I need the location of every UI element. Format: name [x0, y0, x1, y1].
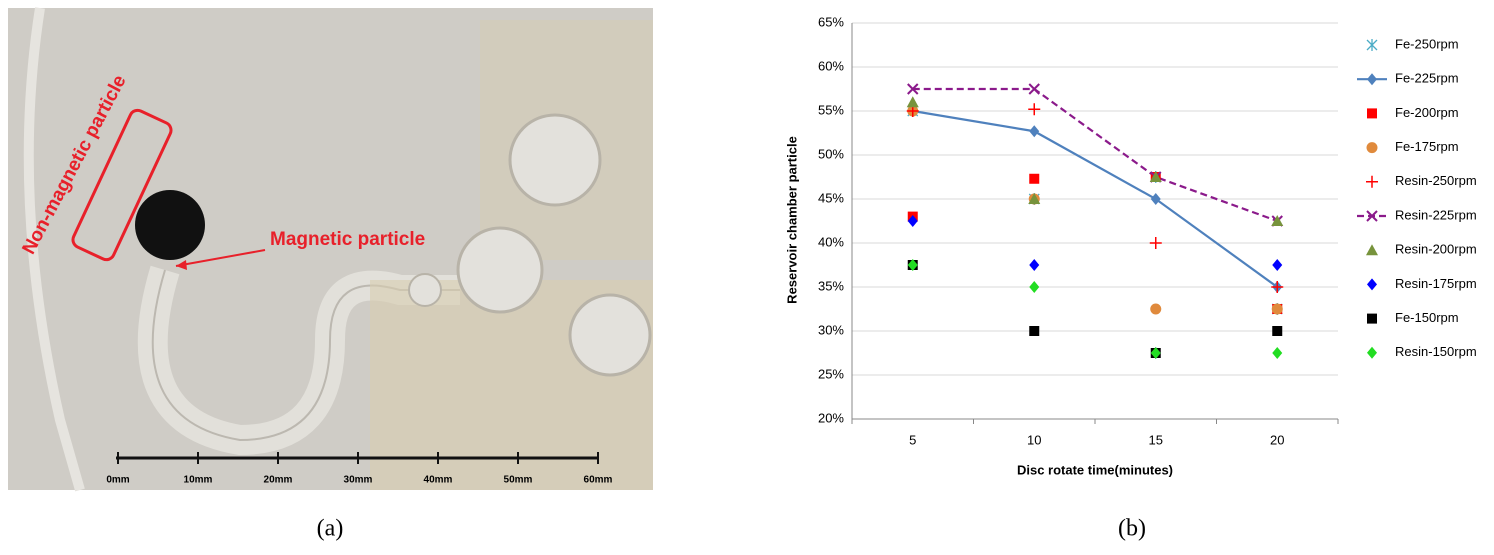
legend-marker — [1367, 73, 1377, 86]
legend-marker — [1366, 244, 1378, 256]
data-point — [1029, 259, 1040, 271]
legend-marker — [1366, 210, 1378, 222]
y-tick-label: 60% — [818, 58, 844, 73]
scale-label: 10mm — [184, 475, 213, 486]
arrow-head — [176, 260, 187, 270]
legend-label: Fe-175rpm — [1395, 139, 1459, 154]
chamber — [456, 226, 544, 314]
legend-label: Fe-250rpm — [1395, 36, 1459, 51]
legend-label: Fe-200rpm — [1395, 105, 1459, 120]
legend-label: Resin-150rpm — [1395, 344, 1477, 359]
data-point — [907, 215, 918, 227]
data-point — [1149, 171, 1162, 182]
data-point — [1149, 237, 1162, 249]
y-axis-title: Reservoir chamber particle — [784, 136, 799, 304]
legend-label: Fe-225rpm — [1395, 71, 1459, 86]
y-tick-label: 20% — [818, 410, 844, 425]
legend-label: Fe-150rpm — [1395, 310, 1459, 325]
panel-label: (b) — [1118, 516, 1146, 542]
legend-label: Resin-175rpm — [1395, 276, 1477, 291]
legend-marker — [1367, 278, 1377, 291]
channel-edge — [151, 269, 460, 442]
panel-label: (a) — [317, 516, 344, 542]
data-point — [1150, 193, 1161, 205]
scale-label: 30mm — [344, 475, 373, 486]
chamber — [508, 113, 602, 207]
legend-label: Resin-225rpm — [1395, 207, 1477, 222]
scale-label: 20mm — [264, 475, 293, 486]
x-tick-label: 10 — [1027, 432, 1041, 447]
chamber — [408, 273, 442, 307]
y-tick-label: 25% — [818, 366, 844, 381]
legend-marker — [1366, 175, 1378, 188]
legend-marker — [1367, 108, 1377, 119]
data-point — [1029, 326, 1040, 336]
data-point — [1272, 259, 1283, 271]
data-point — [1271, 303, 1283, 315]
data-point — [1272, 326, 1283, 336]
y-tick-label: 50% — [818, 146, 844, 161]
data-point — [907, 259, 918, 271]
arrow — [175, 249, 266, 267]
legend-marker — [1367, 313, 1377, 324]
y-tick-label: 35% — [818, 278, 844, 293]
scale-label: 40mm — [424, 475, 453, 486]
data-point — [1271, 215, 1284, 226]
data-point — [1150, 303, 1162, 315]
legend-marker — [1366, 39, 1378, 51]
series-line — [912, 109, 1278, 288]
data-point — [1028, 193, 1041, 204]
data-point — [907, 83, 919, 95]
y-tick-label: 40% — [818, 234, 844, 249]
y-tick-label: 65% — [818, 14, 844, 29]
data-point — [906, 96, 919, 108]
legend-label: Resin-250rpm — [1395, 173, 1477, 188]
data-point — [1029, 281, 1040, 293]
disc-edge — [23, 7, 85, 492]
x-tick-label: 5 — [909, 432, 916, 447]
data-point — [1028, 83, 1040, 95]
scale-label: 50mm — [504, 475, 533, 486]
scale-label: 0mm — [106, 475, 129, 486]
photo: Non-magnetic particle Magnetic particle … — [8, 7, 653, 492]
chamber — [568, 293, 652, 377]
highlight-box — [71, 108, 173, 262]
annotation: Magnetic particle — [270, 229, 425, 250]
scale-label: 60mm — [584, 475, 613, 486]
data-point — [1028, 103, 1041, 116]
scale-bar: 0mm 10mm 20mm 30mm 40mm 50mm 60mm — [106, 452, 613, 486]
legend-marker — [1367, 346, 1377, 359]
x-tick-label: 20 — [1270, 432, 1284, 447]
data-point — [1150, 347, 1161, 359]
y-tick-label: 55% — [818, 102, 844, 117]
data-point — [1029, 173, 1040, 184]
chart: Reservoir chamber particle Disc rotate t… — [784, 14, 1476, 477]
x-tick-label: 15 — [1149, 432, 1163, 447]
legend-marker — [1366, 142, 1378, 154]
x-axis-title: Disc rotate time(minutes) — [1017, 462, 1173, 477]
magnet — [135, 190, 205, 260]
data-point — [1271, 281, 1284, 293]
y-tick-label: 30% — [818, 322, 844, 337]
legend-label: Resin-200rpm — [1395, 242, 1477, 257]
series-line — [912, 87, 1278, 223]
y-tick-label: 45% — [818, 190, 844, 205]
data-point — [1272, 347, 1283, 359]
data-point — [1029, 125, 1040, 138]
